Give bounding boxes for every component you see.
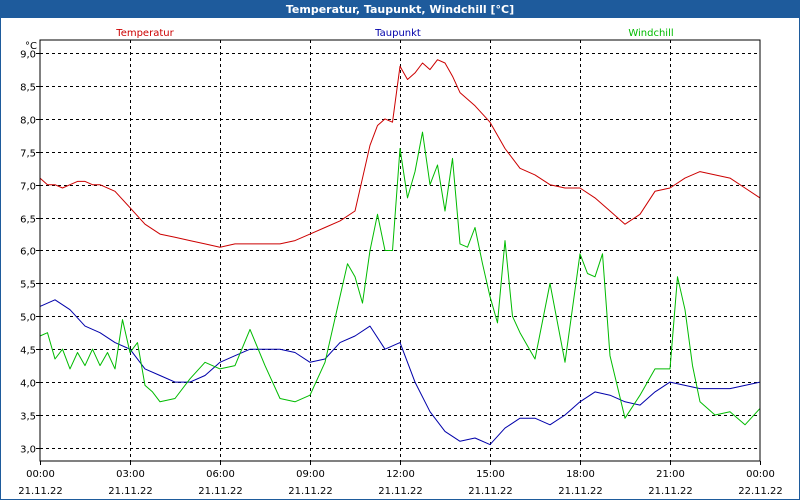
x-tick-time: 21:00 — [656, 469, 685, 480]
y-tick-label: 4,0 — [20, 379, 36, 390]
legend-taupunkt: Taupunkt — [374, 28, 421, 39]
grid — [40, 40, 760, 461]
x-tick-time: 00:00 — [26, 469, 55, 480]
x-tick-time: 18:00 — [566, 469, 595, 480]
y-axis: 9,0 8,5 8,0 7,5 7,0 6,5 6,0 5,5 5,0 4,5 4,0 3,5 3,0 — [20, 50, 40, 456]
y-tick-label: 9,0 — [20, 50, 36, 61]
y-tick-label: 5,5 — [20, 280, 36, 291]
x-tick-date: 21.11.22 — [468, 486, 513, 497]
x-tick-time: 06:00 — [206, 469, 235, 480]
x-tick-date: 21.11.22 — [108, 486, 153, 497]
series-group — [39, 59, 761, 446]
x-tick-time: 12:00 — [386, 469, 415, 480]
x-tick-date: 21.11.22 — [648, 486, 693, 497]
y-tick-label: 7,5 — [20, 149, 36, 160]
y-tick-label: 6,5 — [20, 215, 36, 226]
y-tick-label: 5,0 — [20, 313, 36, 324]
y-tick-label: 6,0 — [20, 247, 36, 258]
x-axis: 00:00 21.11.22 03:00 21.11.22 06:00 21.11.22 0… — [18, 461, 783, 497]
x-tick-date: 21.11.22 — [288, 486, 333, 497]
y-tick-label: 3,0 — [20, 445, 36, 456]
x-tick-time: 03:00 — [116, 469, 145, 480]
y-tick-label: 7,0 — [20, 182, 36, 193]
legend-temperatur: Temperatur — [115, 28, 174, 39]
x-tick-time: 00:00 — [746, 469, 775, 480]
legend-windchill: Windchill — [628, 28, 673, 39]
window-title: Temperatur, Taupunkt, Windchill [°C] — [1, 1, 799, 18]
x-tick-date: 21.11.22 — [378, 486, 423, 497]
y-tick-label: 3,5 — [20, 412, 36, 423]
series-line-taupunkt — [39, 299, 761, 446]
x-tick-time: 09:00 — [296, 469, 325, 480]
x-tick-date: 21.11.22 — [18, 486, 63, 497]
x-tick-date: 22.11.22 — [738, 486, 783, 497]
x-tick-date: 21.11.22 — [558, 486, 603, 497]
y-tick-label: 8,5 — [20, 83, 36, 94]
series-line-windchill — [39, 131, 761, 426]
y-tick-label: 8,0 — [20, 116, 36, 127]
y-tick-label: 4,5 — [20, 346, 36, 357]
x-tick-time: 15:00 — [476, 469, 505, 480]
series-line-temperatur — [39, 59, 761, 248]
y-axis-label: °C — [25, 41, 37, 52]
x-tick-date: 21.11.22 — [198, 486, 243, 497]
